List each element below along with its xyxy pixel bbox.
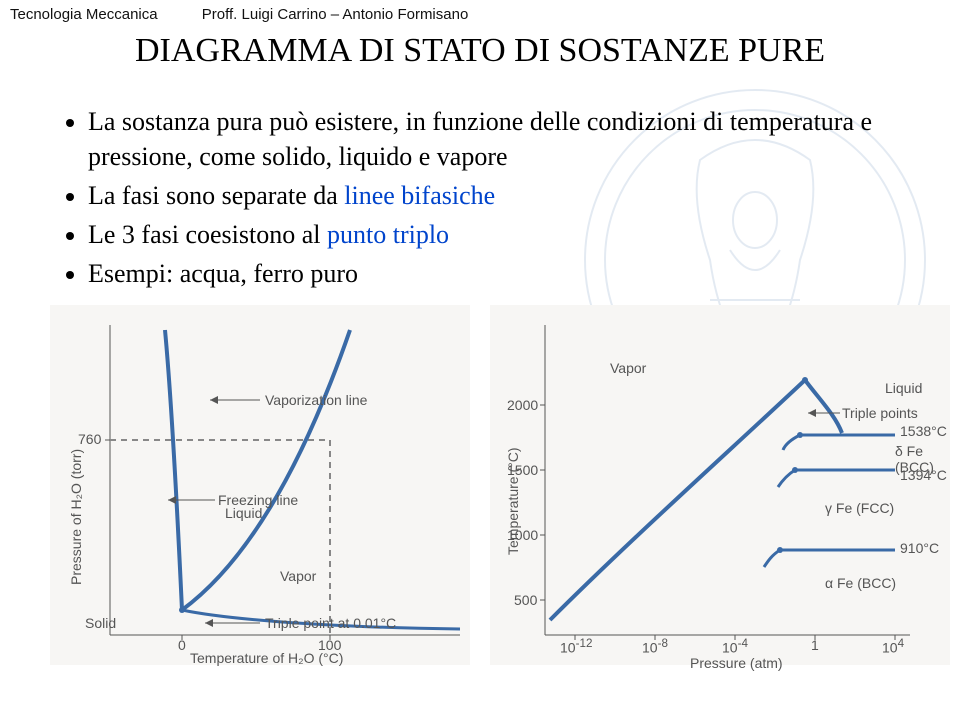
fe-alpha-label: α Fe (BCC) (825, 575, 896, 591)
bullet-2-text: La fasi sono separate da (88, 181, 344, 210)
fe-phase-chart: Temperature (°C) Pressure (atm) 500 1000… (490, 305, 950, 665)
fe-ytick-500: 500 (514, 592, 537, 608)
bullet-2-link: linee bifasiche (344, 181, 495, 210)
fe-xtick-1: 10-12 (560, 637, 592, 656)
fe-vapor-label: Vapor (610, 360, 646, 376)
bullet-2: La fasi sono separate da linee bifasiche (88, 178, 958, 213)
bullet-list: La sostanza pura può esistere, in funzio… (48, 104, 958, 295)
fe-liquid-label: Liquid (885, 380, 922, 396)
fe-xtick-2: 10-8 (642, 637, 668, 656)
h2o-triple-label: Triple point at 0.01°C (265, 615, 396, 631)
fe-xtick-5: 104 (882, 637, 904, 656)
h2o-solid-label: Solid (85, 615, 116, 631)
fe-910-label: 910°C (900, 540, 939, 556)
fe-x-axis-label: Pressure (atm) (690, 655, 783, 671)
professors: Proff. Luigi Carrino – Antonio Formisano (202, 6, 469, 23)
fe-1538-label: 1538°C (900, 423, 947, 439)
fe-xtick-3: 10-4 (722, 637, 748, 656)
fe-xtick-4: 1 (811, 637, 819, 653)
bullet-3-text: Le 3 fasi coesistono al (88, 220, 327, 249)
bullet-1: La sostanza pura può esistere, in funzio… (88, 104, 958, 174)
fe-gamma-label: γ Fe (FCC) (825, 500, 894, 516)
bullet-4: Esempi: acqua, ferro puro (88, 256, 958, 291)
h2o-phase-chart: Pressure of H₂O (torr) Temperature of H₂… (50, 305, 470, 665)
fe-1394-label: 1394°C (900, 467, 947, 483)
fe-ytick-1000: 1000 (507, 527, 538, 543)
h2o-y-axis-label: Pressure of H₂O (torr) (68, 449, 84, 585)
course-name: Tecnologia Meccanica (10, 6, 158, 23)
fe-ytick-2000: 2000 (507, 397, 538, 413)
page-header: Tecnologia Meccanica Proff. Luigi Carrin… (10, 6, 468, 23)
charts-row: Pressure of H₂O (torr) Temperature of H₂… (0, 305, 960, 707)
h2o-ytick-760: 760 (78, 431, 101, 447)
h2o-xtick-100: 100 (318, 637, 341, 653)
bullet-3: Le 3 fasi coesistono al punto triplo (88, 217, 958, 252)
h2o-freezing-label: Freezing line (218, 492, 298, 508)
fe-triple-label: Triple points (842, 405, 918, 421)
h2o-xtick-0: 0 (178, 637, 186, 653)
h2o-vapor-label: Vapor (280, 568, 316, 584)
page-title: DIAGRAMMA DI STATO DI SOSTANZE PURE (0, 32, 960, 70)
bullet-3-link: punto triplo (327, 220, 449, 249)
fe-ytick-1500: 1500 (507, 462, 538, 478)
h2o-vaporization-label: Vaporization line (265, 392, 367, 408)
